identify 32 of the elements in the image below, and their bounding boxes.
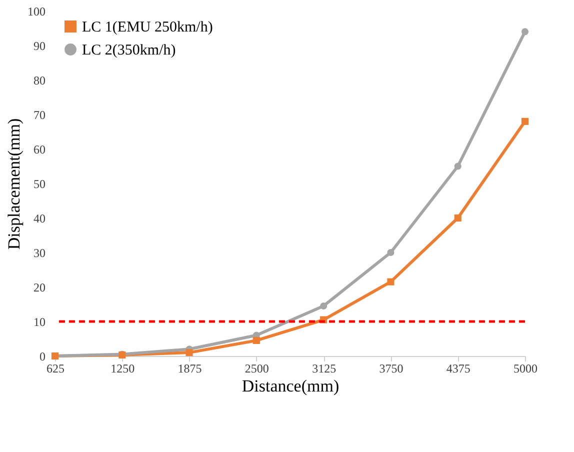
y-tick-label: 40 [34, 212, 46, 226]
point [320, 302, 328, 310]
point [454, 162, 462, 170]
legend-label: LC 1(EMU 250km/h) [82, 20, 213, 36]
x-tick-label: 2500 [244, 362, 269, 376]
y-tick-label: 30 [34, 246, 46, 260]
y-axis-title: Displacement(mm) [4, 118, 24, 250]
y-tick-label: 70 [34, 108, 46, 122]
y-tick-label: 20 [34, 280, 46, 294]
y-tick-label: 10 [34, 315, 46, 329]
legend-label: LC 2(350km/h) [82, 42, 176, 58]
point [252, 336, 260, 344]
y-tick-label: 60 [34, 142, 46, 156]
y-tick-label: 50 [34, 177, 46, 191]
x-tick-label: 1875 [178, 362, 202, 376]
point [521, 118, 529, 125]
y-tick-label: 100 [28, 4, 46, 18]
point [521, 28, 529, 36]
x-tick-label: 625 [46, 362, 64, 376]
point [387, 248, 394, 256]
x-tick-label: 3750 [379, 362, 404, 376]
point [186, 349, 193, 356]
y-tick-label: 80 [34, 74, 46, 88]
x-tick-label: 5000 [514, 362, 538, 376]
x-tick-label: 4375 [446, 362, 470, 376]
point [454, 214, 462, 222]
y-tick-label: 90 [34, 39, 46, 53]
y-tick-label: 0 [40, 350, 46, 364]
x-tick-label: 3125 [312, 362, 336, 376]
point [387, 278, 394, 286]
x-axis-title: Distance(mm) [242, 376, 340, 396]
x-tick-label: 1250 [110, 362, 135, 376]
